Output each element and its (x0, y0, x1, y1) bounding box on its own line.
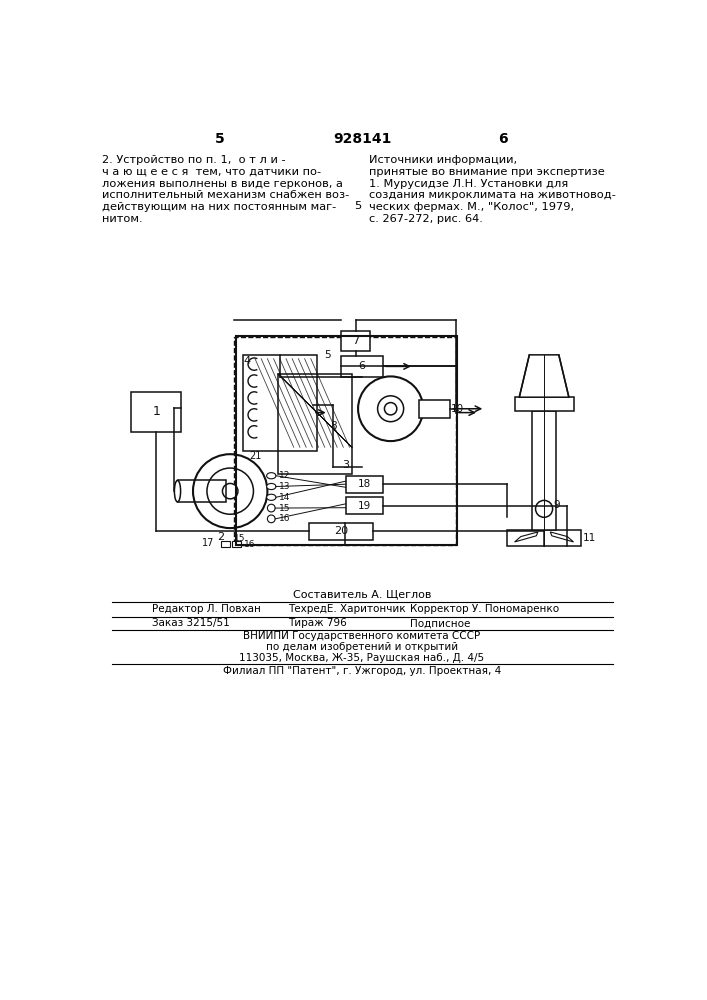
Circle shape (535, 500, 553, 517)
Bar (515, 397, 573, 411)
Text: 5: 5 (324, 350, 330, 360)
Ellipse shape (267, 473, 276, 479)
Bar (279, 374, 352, 474)
Bar (234, 337, 456, 545)
Bar (221, 541, 230, 547)
Text: 3: 3 (342, 460, 349, 470)
Text: 9: 9 (554, 500, 560, 510)
Text: принятые во внимание при экспертизе: принятые во внимание при экспертизе (369, 167, 604, 177)
Bar (341, 331, 370, 351)
Text: исполнительный механизм снабжен воз-: исполнительный механизм снабжен воз- (103, 190, 349, 200)
Text: Тираж 796: Тираж 796 (288, 618, 347, 628)
Polygon shape (419, 400, 450, 418)
Circle shape (385, 403, 397, 415)
Bar (243, 355, 317, 451)
Bar (309, 523, 373, 540)
Circle shape (378, 396, 404, 422)
Circle shape (267, 515, 275, 523)
Text: 10: 10 (451, 404, 464, 414)
Bar (131, 392, 182, 432)
Bar (232, 541, 241, 547)
Circle shape (223, 483, 238, 499)
Text: 21: 21 (250, 451, 262, 461)
Bar (507, 530, 581, 546)
Bar (235, 336, 457, 545)
Text: Подписное: Подписное (410, 618, 470, 628)
Text: 5: 5 (215, 132, 225, 146)
Text: 16: 16 (244, 540, 256, 549)
Text: нитом.: нитом. (103, 214, 143, 224)
Text: 928141: 928141 (333, 132, 391, 146)
Text: 18: 18 (358, 479, 371, 489)
Ellipse shape (267, 494, 276, 500)
Text: 12: 12 (279, 471, 291, 480)
Text: Корректор У. Пономаренко: Корректор У. Пономаренко (410, 604, 559, 614)
Text: ч а ю щ е е с я  тем, что датчики по-: ч а ю щ е е с я тем, что датчики по- (103, 167, 322, 177)
Text: 17: 17 (202, 538, 215, 548)
Ellipse shape (175, 480, 180, 502)
Text: ческих фермах. М., "Колос", 1979,: ческих фермах. М., "Колос", 1979, (369, 202, 574, 212)
Bar (346, 497, 383, 514)
Text: 20: 20 (334, 526, 348, 536)
Text: 15: 15 (279, 504, 291, 513)
Text: 16: 16 (279, 514, 291, 523)
Text: с. 267-272, рис. 64.: с. 267-272, рис. 64. (369, 214, 483, 224)
Text: 14: 14 (279, 493, 291, 502)
Text: Составитель А. Щеглов: Составитель А. Щеглов (293, 590, 431, 600)
Text: создания микроклимата на животновод-: создания микроклимата на животновод- (369, 190, 616, 200)
Text: ВНИИПИ Государственного комитета СССР: ВНИИПИ Государственного комитета СССР (243, 631, 481, 641)
Text: Редактор Л. Повхан: Редактор Л. Повхан (152, 604, 261, 614)
Text: Источники информации,: Источники информации, (369, 155, 517, 165)
Text: Филиал ПП "Патент", г. Ужгород, ул. Проектная, 4: Филиал ПП "Патент", г. Ужгород, ул. Прое… (223, 666, 501, 676)
Text: 6: 6 (358, 361, 366, 371)
Text: 1. Мурусидзе Л.Н. Установки для: 1. Мурусидзе Л.Н. Установки для (369, 179, 568, 189)
Text: 8: 8 (330, 421, 337, 431)
Text: 1: 1 (152, 405, 160, 418)
Polygon shape (519, 355, 569, 397)
Bar (341, 356, 383, 377)
Bar (346, 476, 383, 493)
Ellipse shape (267, 483, 276, 490)
Text: 2. Устройство по п. 1,  о т л и -: 2. Устройство по п. 1, о т л и - (103, 155, 286, 165)
Text: 13: 13 (279, 482, 291, 491)
Circle shape (267, 504, 275, 512)
Text: ТехредЕ. Харитончик: ТехредЕ. Харитончик (288, 604, 406, 614)
Text: 5: 5 (354, 201, 362, 211)
Bar (532, 411, 556, 530)
Text: 2: 2 (217, 532, 224, 542)
Text: по делам изобретений и открытий: по делам изобретений и открытий (266, 642, 458, 652)
Text: 7: 7 (352, 336, 359, 346)
Text: 4: 4 (244, 356, 251, 366)
Text: 6: 6 (498, 132, 508, 146)
Text: Заказ 3215/51: Заказ 3215/51 (152, 618, 230, 628)
Text: 113035, Москва, Ж-35, Раушская наб., Д. 4/5: 113035, Москва, Ж-35, Раушская наб., Д. … (240, 653, 484, 663)
Text: 11: 11 (583, 533, 596, 543)
Text: ложения выполнены в виде герконов, а: ложения выполнены в виде герконов, а (103, 179, 343, 189)
Text: 15: 15 (234, 534, 245, 543)
Text: 19: 19 (358, 501, 371, 511)
Text: действующим на них постоянным маг-: действующим на них постоянным маг- (103, 202, 337, 212)
